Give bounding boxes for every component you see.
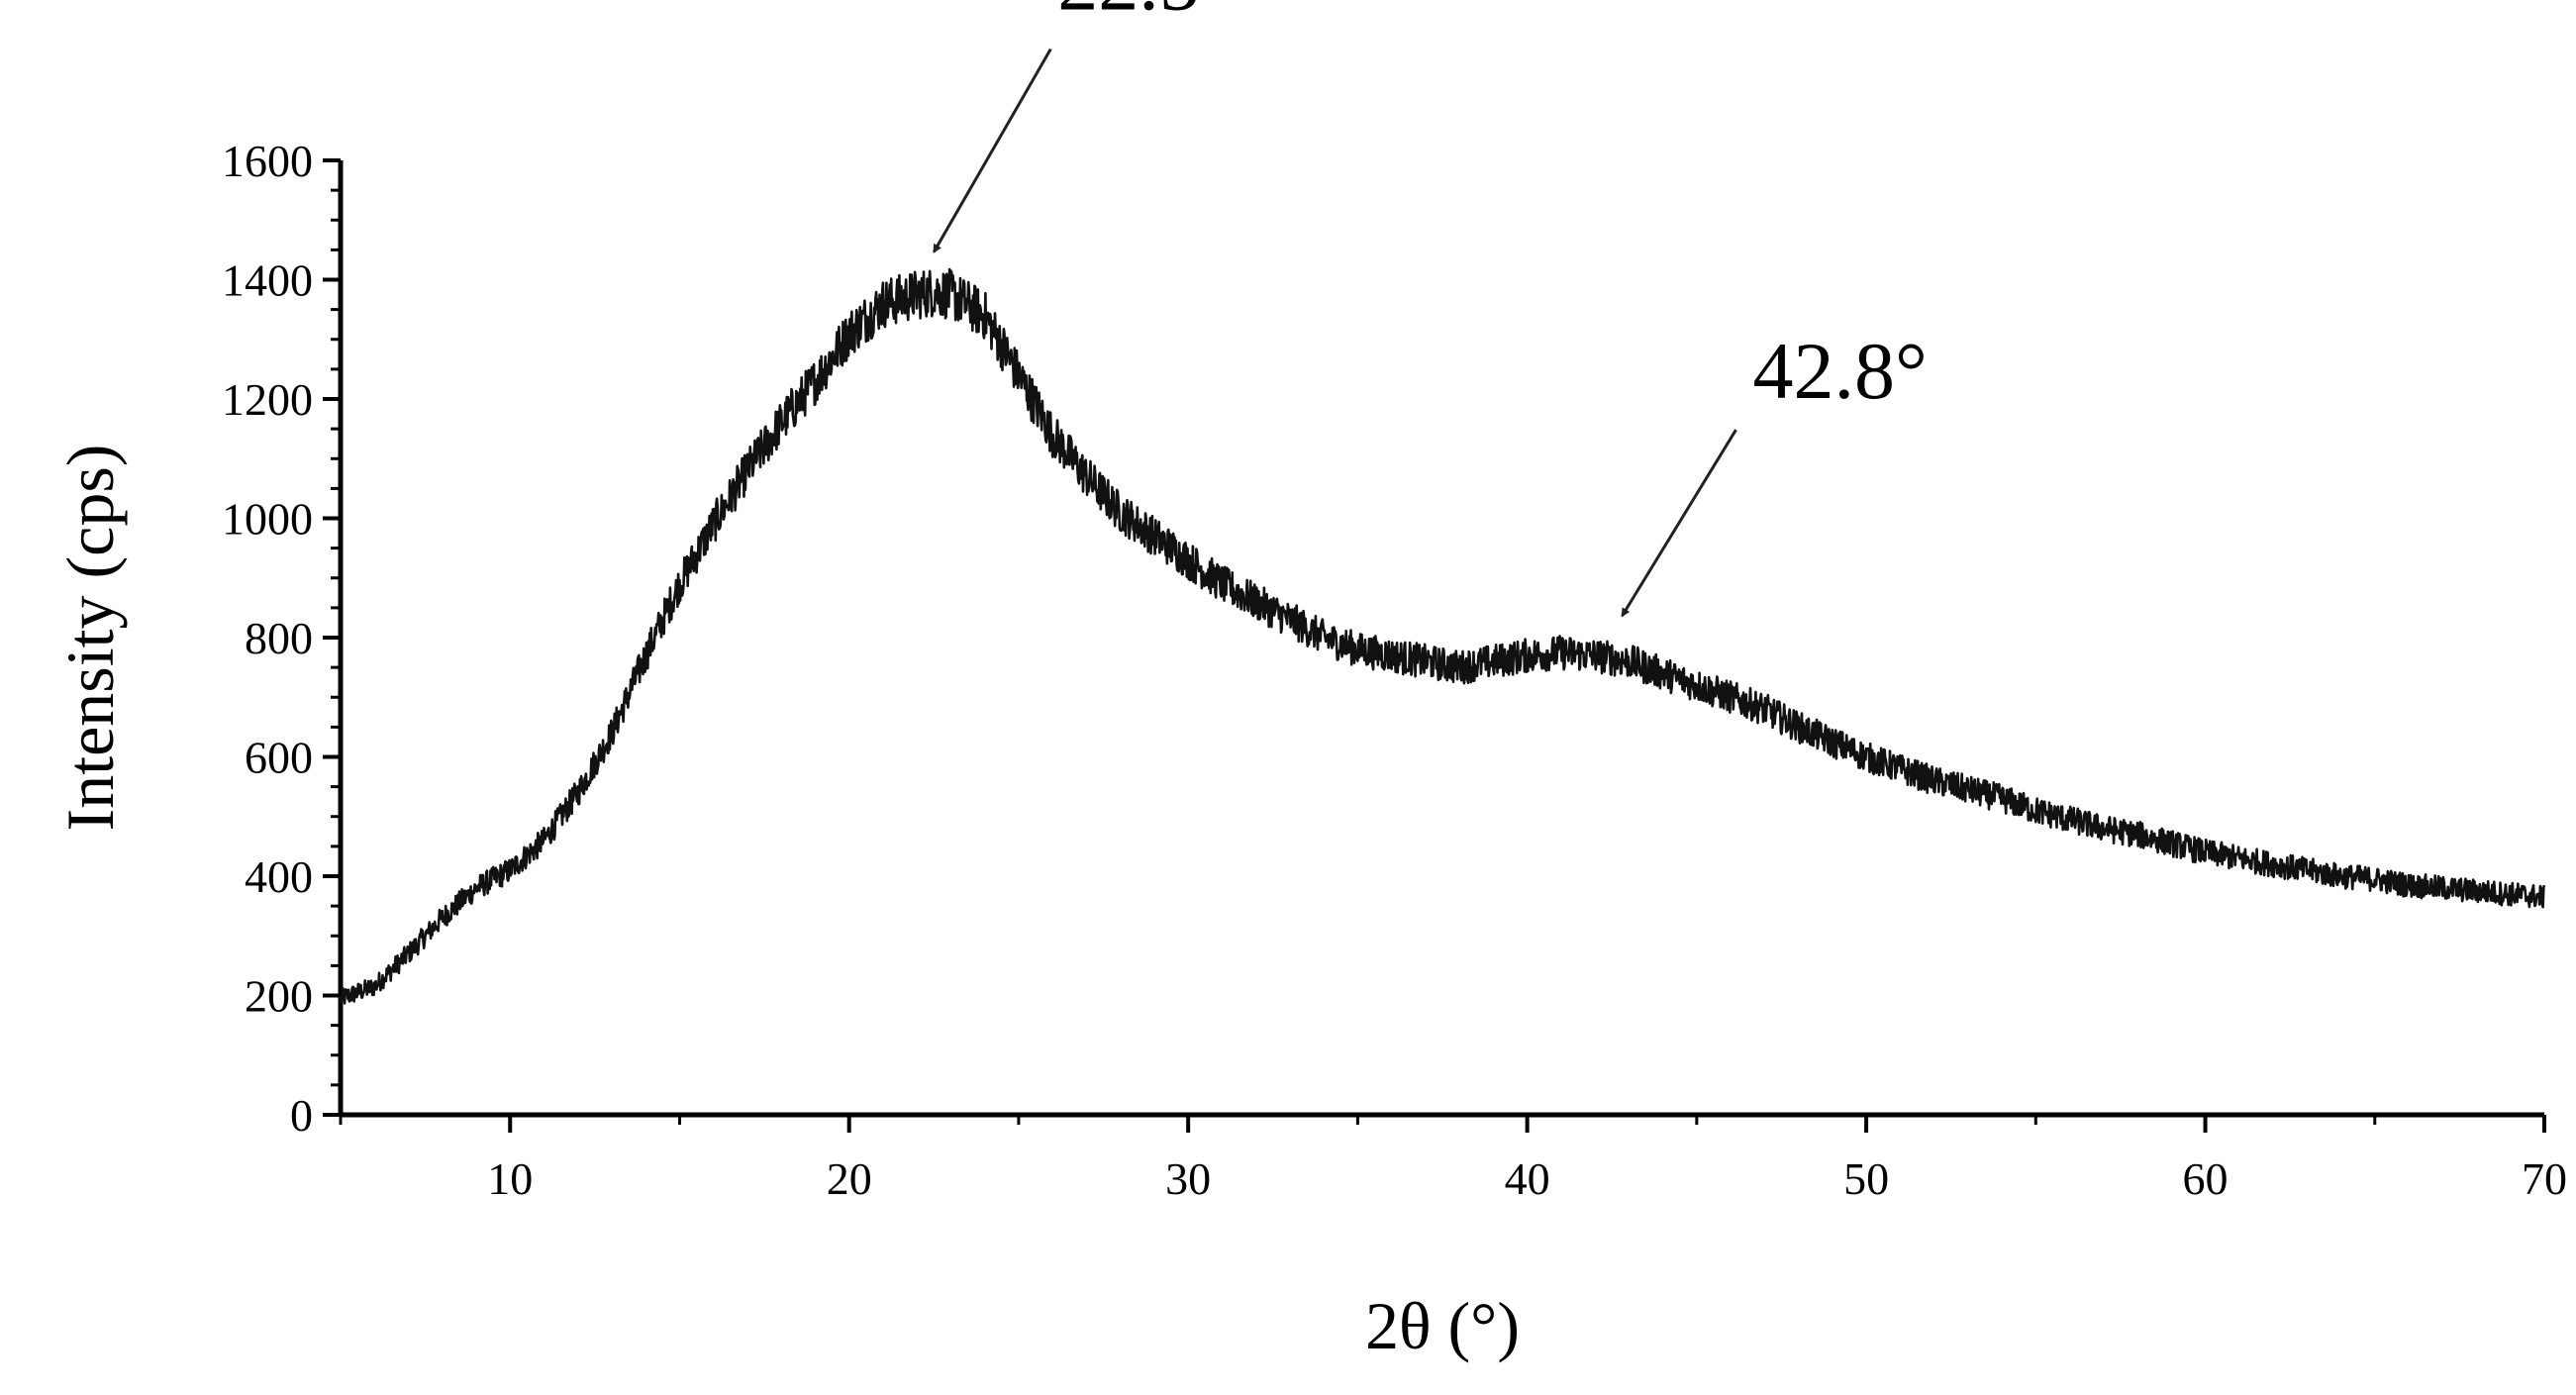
annotations-layer: 22.5° 42.8°: [933, 0, 1928, 618]
x-tick-label: 40: [1505, 1153, 1550, 1204]
y-tick-label: 400: [245, 851, 313, 902]
x-axis-title: 2θ (°): [1365, 1288, 1520, 1363]
y-tick-label: 1200: [222, 374, 313, 425]
y-tick-label: 1600: [222, 136, 313, 186]
series-layer: [339, 267, 2546, 1005]
annotation-arrow: [933, 48, 1052, 253]
y-axis-title: Intensity (cps): [52, 445, 128, 832]
x-tick-label: 70: [2522, 1153, 2567, 1204]
y-tick-label: 0: [290, 1090, 313, 1141]
y-tick-label: 800: [245, 613, 313, 663]
y-tick-label: 600: [245, 733, 313, 783]
x-tick-label: 50: [1843, 1153, 1889, 1204]
y-tick-label: 200: [245, 971, 313, 1022]
y-tick-label: 1400: [222, 255, 313, 306]
annotation-label: 22.5°: [1057, 0, 1232, 28]
annotation-arrow: [1621, 429, 1737, 618]
plot-axes: [338, 160, 2544, 1118]
x-tick-label: 30: [1165, 1153, 1211, 1204]
x-axis-ticks: 10 20 30 40 50 60 70: [339, 1115, 2567, 1204]
xrd-series-line: [339, 267, 2546, 1005]
x-tick-label: 10: [487, 1153, 533, 1204]
x-tick-label: 20: [827, 1153, 872, 1204]
annotation-label: 42.8°: [1753, 326, 1928, 416]
x-tick-label: 60: [2183, 1153, 2229, 1204]
y-tick-label: 1000: [222, 494, 313, 545]
y-axis-ticks: 0 200 400 600 800 1000 1200 1400 1600: [222, 136, 341, 1141]
